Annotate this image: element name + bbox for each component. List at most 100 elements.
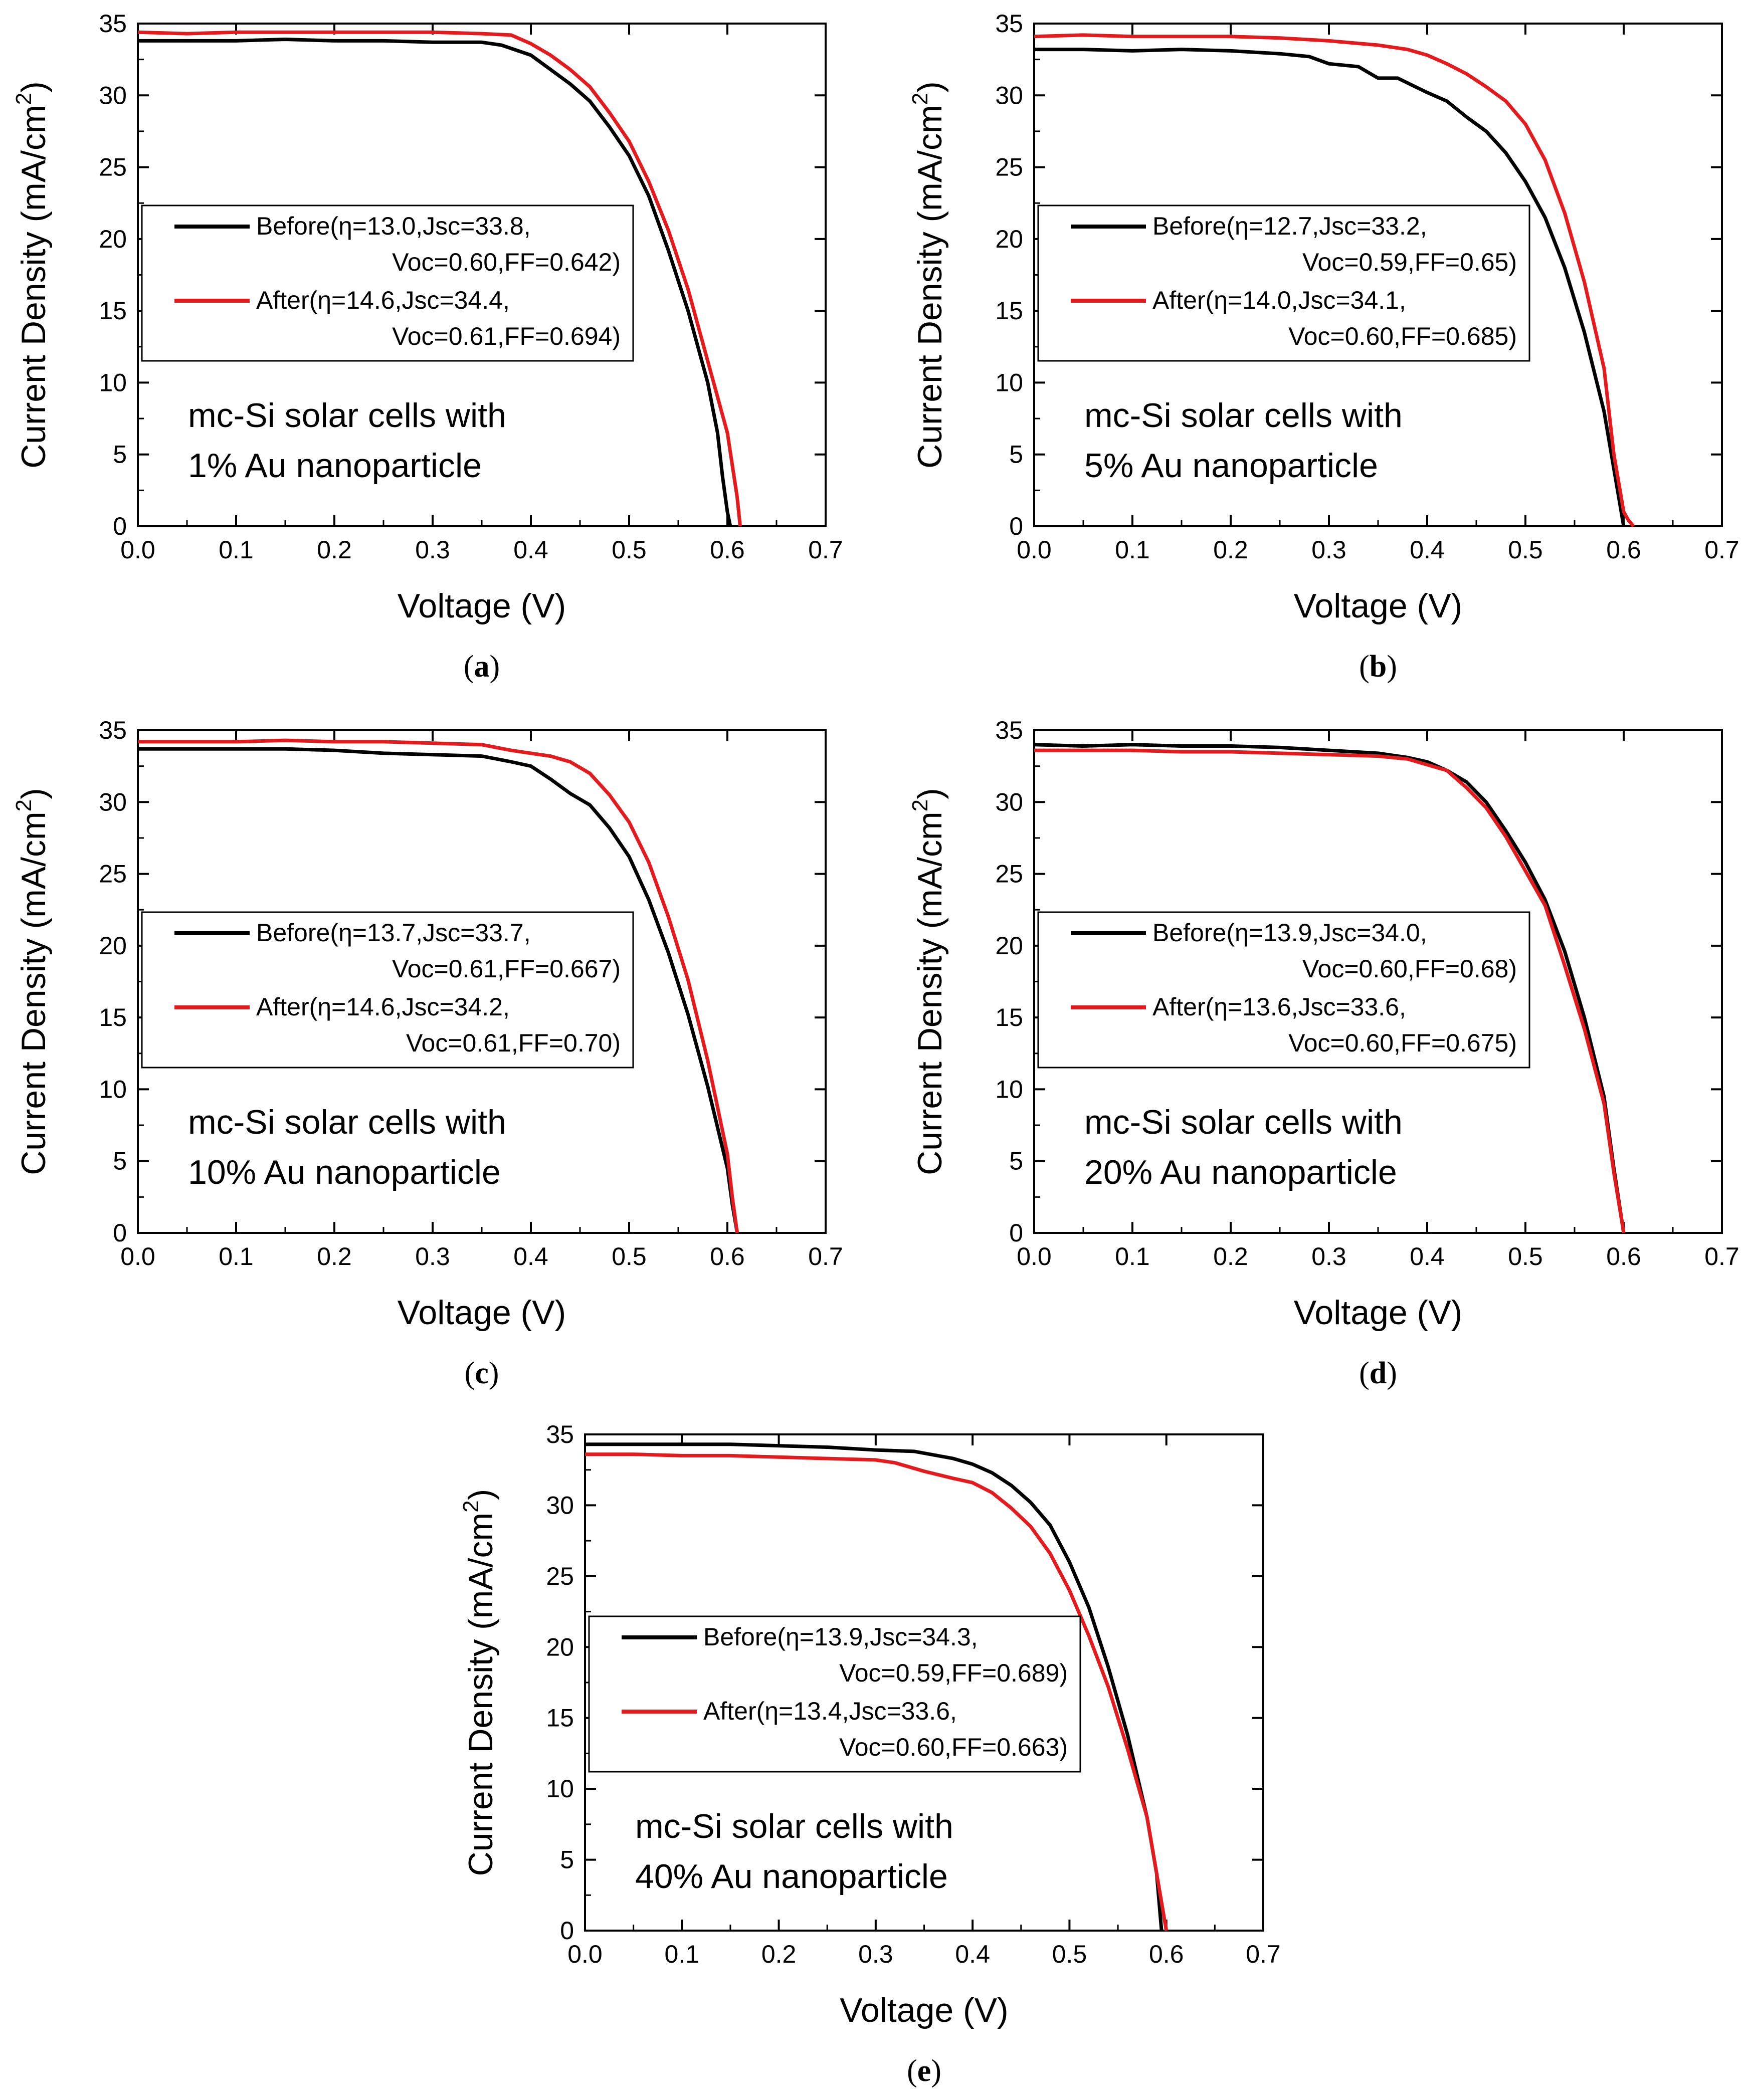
legend-entry-line1: Before(η=13.9,Jsc=34.3, xyxy=(703,1623,978,1651)
legend-box xyxy=(1037,204,1530,362)
series-line-before xyxy=(585,1442,1164,1931)
caption-open-paren: ( xyxy=(1359,650,1370,684)
series-line-after xyxy=(585,1452,1169,1931)
x-tick-label: 0.0 xyxy=(1017,536,1052,564)
x-tick-label: 0.1 xyxy=(1115,1242,1150,1271)
caption-letter: c xyxy=(475,1356,489,1390)
x-tick-label: 0.5 xyxy=(612,536,647,564)
caption-letter: e xyxy=(917,2054,931,2088)
x-tick-label: 0.7 xyxy=(808,536,843,564)
series-line-after xyxy=(138,738,739,1233)
y-tick-label: 5 xyxy=(113,1147,127,1175)
x-tick-label: 0.5 xyxy=(1508,536,1543,564)
y-axis-label-text: Current Density (mA/cm xyxy=(15,105,53,468)
legend-box xyxy=(588,1615,1081,1773)
y-axis-label-sup: 2 xyxy=(12,93,36,105)
x-axis-label: Voltage (V) xyxy=(840,1991,1008,2029)
caption-open-paren: ( xyxy=(907,2054,917,2088)
legend-entry-line2: Voc=0.60,FF=0.685) xyxy=(1288,322,1517,350)
legend-box xyxy=(141,911,634,1069)
legend-entry-line2: Voc=0.60,FF=0.642) xyxy=(392,248,621,276)
y-axis-label-text: Current Density (mA/cm xyxy=(462,1513,500,1876)
series-line-before xyxy=(138,38,732,527)
caption-letter: a xyxy=(474,650,490,684)
annotation-line1: mc-Si solar cells with xyxy=(1084,396,1403,435)
y-axis-label: Current Density (mA/cm2) xyxy=(459,1489,500,1876)
x-tick-label: 0.1 xyxy=(665,1940,700,1968)
y-axis-label: Current Density (mA/cm2) xyxy=(12,81,53,469)
annotation-line2: 1% Au nanoparticle xyxy=(188,447,482,485)
series-line-after xyxy=(1034,748,1626,1233)
x-tick-label: 0.2 xyxy=(1213,1242,1248,1271)
x-tick-label: 0.7 xyxy=(1246,1940,1281,1968)
chart-panel-c: 0.0 0.1 0.2 0.3 0.4 0.5 0.6 0.7 0 5 10 15 20 25 30 35 Vo… xyxy=(12,716,843,1390)
series-line-before xyxy=(1034,48,1626,527)
y-axis-label-close: ) xyxy=(15,788,53,799)
x-tick-label: 0.5 xyxy=(612,1242,647,1271)
legend-entry-line2: Voc=0.59,FF=0.65) xyxy=(1302,248,1517,276)
legend-box xyxy=(141,204,634,362)
x-tick-label: 0.4 xyxy=(1410,536,1445,564)
y-tick-label: 30 xyxy=(99,81,127,109)
panel-caption: (d) xyxy=(1359,1356,1397,1390)
legend-entry-line2: Voc=0.60,FF=0.663) xyxy=(839,1733,1068,1761)
caption-letter: d xyxy=(1370,1356,1387,1390)
y-tick-label: 0 xyxy=(1009,512,1023,540)
y-tick-label: 20 xyxy=(99,932,127,960)
x-tick-label: 0.0 xyxy=(1017,1242,1052,1271)
y-tick-label: 0 xyxy=(1009,1219,1023,1247)
y-tick-label: 20 xyxy=(99,225,127,253)
y-tick-label: 35 xyxy=(99,10,127,38)
series-line-after xyxy=(1034,33,1635,528)
x-tick-label: 0.2 xyxy=(761,1940,797,1968)
legend-entry-line2: Voc=0.61,FF=0.70) xyxy=(406,1029,621,1057)
x-tick-label: 0.2 xyxy=(1213,536,1248,564)
y-tick-label: 35 xyxy=(995,10,1023,38)
annotation-line1: mc-Si solar cells with xyxy=(635,1807,953,1845)
y-axis-label: Current Density (mA/cm2) xyxy=(12,788,53,1175)
chart-panel-e: 0.0 0.1 0.2 0.3 0.4 0.5 0.6 0.7 0 5 10 15 20 25 30 35 Vo… xyxy=(459,1420,1281,2088)
x-tick-label: 0.5 xyxy=(1508,1242,1543,1271)
x-tick-label: 0.5 xyxy=(1052,1940,1087,1968)
y-axis-label-sup: 2 xyxy=(908,93,932,105)
x-tick-label: 0.0 xyxy=(567,1940,603,1968)
caption-open-paren: ( xyxy=(464,650,474,684)
y-tick-label: 15 xyxy=(99,297,127,325)
legend-entry-line2: Voc=0.61,FF=0.694) xyxy=(392,322,621,350)
x-tick-label: 0.3 xyxy=(415,1242,450,1271)
y-tick-label: 15 xyxy=(995,297,1023,325)
x-tick-label: 0.6 xyxy=(1149,1940,1184,1968)
panel-caption: (b) xyxy=(1359,650,1397,684)
annotation-line2: 5% Au nanoparticle xyxy=(1084,447,1378,485)
x-tick-label: 0.1 xyxy=(219,536,254,564)
x-tick-label: 0.0 xyxy=(120,536,155,564)
x-tick-label: 0.7 xyxy=(808,1242,843,1271)
caption-close-paren: ) xyxy=(1387,650,1397,684)
y-tick-label: 20 xyxy=(995,225,1023,253)
y-axis-label: Current Density (mA/cm2) xyxy=(908,81,949,469)
y-tick-label: 20 xyxy=(546,1633,574,1661)
y-tick-label: 0 xyxy=(560,1917,574,1945)
annotation-line1: mc-Si solar cells with xyxy=(1084,1103,1403,1141)
y-tick-label: 30 xyxy=(995,788,1023,816)
y-axis-label: Current Density (mA/cm2) xyxy=(908,788,949,1175)
annotation-line2: 20% Au nanoparticle xyxy=(1084,1153,1397,1191)
series-line-after xyxy=(137,30,742,527)
x-tick-label: 0.4 xyxy=(955,1940,990,1968)
chart-panel-a: 0.0 0.1 0.2 0.3 0.4 0.5 0.6 0.7 0 5 10 15 20 25 30 35 Vo… xyxy=(12,10,843,684)
x-tick-label: 0.6 xyxy=(710,1242,745,1271)
series-line-before xyxy=(138,747,739,1233)
y-tick-label: 35 xyxy=(546,1420,574,1448)
y-tick-label: 5 xyxy=(560,1846,574,1874)
legend-entry-line2: Voc=0.61,FF=0.667) xyxy=(392,955,621,983)
y-tick-label: 0 xyxy=(113,1219,127,1247)
y-tick-label: 10 xyxy=(99,368,127,396)
y-tick-label: 15 xyxy=(99,1003,127,1031)
x-tick-label: 0.3 xyxy=(858,1940,893,1968)
y-axis-label-close: ) xyxy=(15,81,53,93)
legend-entry-line1: After(η=13.6,Jsc=33.6, xyxy=(1152,993,1406,1021)
x-tick-label: 0.3 xyxy=(415,536,450,564)
y-axis-label-sup: 2 xyxy=(12,799,36,811)
x-tick-label: 0.7 xyxy=(1704,536,1739,564)
legend-box xyxy=(1037,911,1530,1069)
